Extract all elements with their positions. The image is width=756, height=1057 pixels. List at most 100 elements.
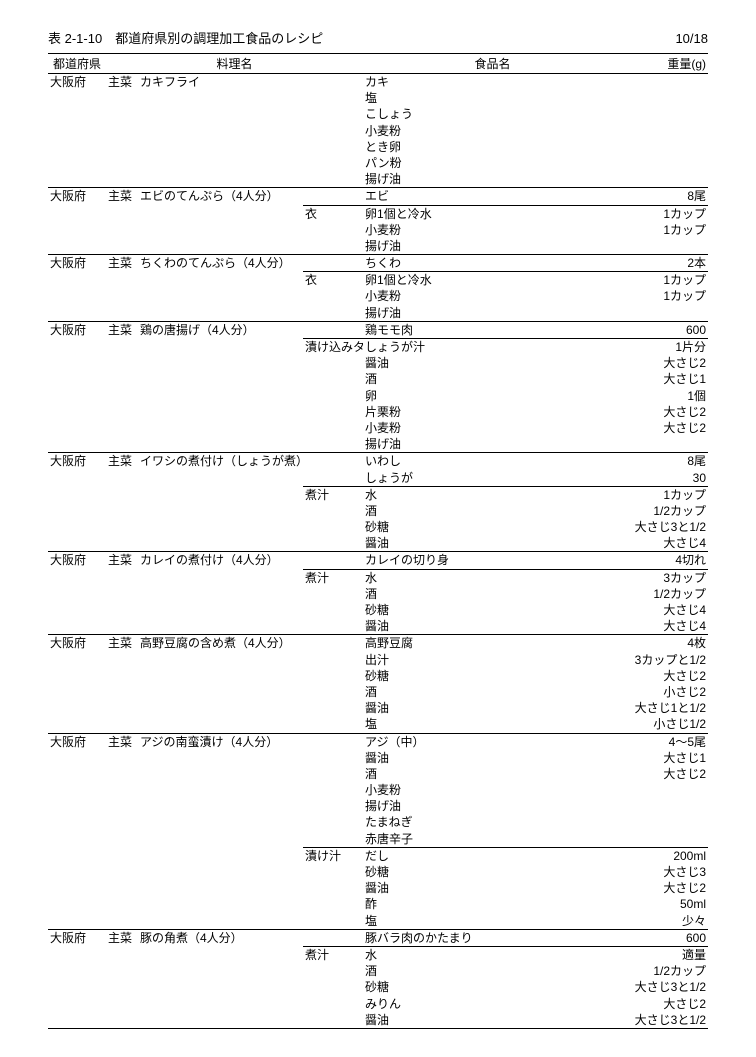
cell-subgroup bbox=[303, 766, 363, 782]
cell-dish bbox=[138, 1012, 303, 1029]
cell-pref bbox=[48, 519, 106, 535]
cell-food: 揚げ油 bbox=[363, 436, 622, 453]
cell-category: 主菜 bbox=[106, 733, 138, 750]
table-row: 醤油大さじ1 bbox=[48, 750, 708, 766]
table-row: 小麦粉1カップ bbox=[48, 222, 708, 238]
cell-weight: 大さじ2 bbox=[622, 996, 708, 1012]
cell-dish bbox=[138, 766, 303, 782]
cell-weight: 大さじ2 bbox=[622, 668, 708, 684]
cell-subgroup: 煮汁 bbox=[303, 486, 363, 503]
table-row: 砂糖大さじ4 bbox=[48, 602, 708, 618]
table-row: 酒小さじ2 bbox=[48, 684, 708, 700]
cell-category bbox=[106, 814, 138, 830]
cell-dish bbox=[138, 171, 303, 188]
cell-subgroup bbox=[303, 436, 363, 453]
cell-food: 醤油 bbox=[363, 1012, 622, 1029]
cell-dish bbox=[138, 569, 303, 586]
cell-subgroup bbox=[303, 123, 363, 139]
cell-food: 醤油 bbox=[363, 355, 622, 371]
cell-food: とき卵 bbox=[363, 139, 622, 155]
table-row: 酢50ml bbox=[48, 896, 708, 912]
cell-pref bbox=[48, 106, 106, 122]
table-row: 揚げ油 bbox=[48, 238, 708, 255]
cell-subgroup bbox=[303, 1012, 363, 1029]
cell-food: 小麦粉 bbox=[363, 420, 622, 436]
cell-food: パン粉 bbox=[363, 155, 622, 171]
cell-category bbox=[106, 684, 138, 700]
table-row: 酒大さじ1 bbox=[48, 371, 708, 387]
cell-subgroup bbox=[303, 814, 363, 830]
cell-subgroup bbox=[303, 288, 363, 304]
cell-weight: 3カップと1/2 bbox=[622, 652, 708, 668]
cell-food: 揚げ油 bbox=[363, 305, 622, 322]
cell-subgroup bbox=[303, 700, 363, 716]
cell-subgroup bbox=[303, 996, 363, 1012]
cell-subgroup bbox=[303, 355, 363, 371]
cell-pref bbox=[48, 766, 106, 782]
cell-weight: 1カップ bbox=[622, 272, 708, 289]
cell-category bbox=[106, 569, 138, 586]
cell-food: 出汁 bbox=[363, 652, 622, 668]
col-header-pref: 都道府県 bbox=[48, 54, 106, 74]
cell-pref bbox=[48, 996, 106, 1012]
cell-pref bbox=[48, 436, 106, 453]
table-row: 醤油大さじ1と1/2 bbox=[48, 700, 708, 716]
cell-food: アジ（中） bbox=[363, 733, 622, 750]
cell-pref bbox=[48, 139, 106, 155]
cell-category bbox=[106, 90, 138, 106]
cell-dish bbox=[138, 371, 303, 387]
cell-pref: 大阪府 bbox=[48, 733, 106, 750]
cell-weight: 大さじ2 bbox=[622, 766, 708, 782]
cell-subgroup bbox=[303, 831, 363, 848]
cell-pref bbox=[48, 155, 106, 171]
cell-weight: 1カップ bbox=[622, 205, 708, 222]
cell-subgroup bbox=[303, 929, 363, 946]
cell-pref bbox=[48, 272, 106, 289]
cell-dish bbox=[138, 864, 303, 880]
cell-dish bbox=[138, 880, 303, 896]
cell-weight: 1カップ bbox=[622, 288, 708, 304]
cell-weight: 大さじ2 bbox=[622, 355, 708, 371]
cell-food: 揚げ油 bbox=[363, 238, 622, 255]
cell-pref bbox=[48, 913, 106, 930]
cell-food: 砂糖 bbox=[363, 602, 622, 618]
cell-category bbox=[106, 1012, 138, 1029]
cell-dish bbox=[138, 238, 303, 255]
cell-food: 揚げ油 bbox=[363, 171, 622, 188]
cell-dish bbox=[138, 535, 303, 552]
cell-dish bbox=[138, 420, 303, 436]
cell-food: 小麦粉 bbox=[363, 123, 622, 139]
cell-dish bbox=[138, 618, 303, 635]
cell-subgroup bbox=[303, 913, 363, 930]
cell-subgroup bbox=[303, 684, 363, 700]
cell-dish bbox=[138, 139, 303, 155]
table-row: たまねぎ bbox=[48, 814, 708, 830]
cell-food: しょうが bbox=[363, 470, 622, 487]
cell-food: しょうが汁 bbox=[363, 339, 622, 356]
cell-weight: 大さじ1 bbox=[622, 371, 708, 387]
cell-subgroup bbox=[303, 602, 363, 618]
cell-weight: 大さじ2 bbox=[622, 420, 708, 436]
table-row: 煮汁水3カップ bbox=[48, 569, 708, 586]
cell-food: エビ bbox=[363, 188, 622, 205]
cell-pref bbox=[48, 339, 106, 356]
table-row: 卵1個 bbox=[48, 388, 708, 404]
cell-subgroup bbox=[303, 321, 363, 338]
cell-category bbox=[106, 420, 138, 436]
col-header-dish: 料理名 bbox=[106, 54, 363, 74]
cell-weight bbox=[622, 238, 708, 255]
table-row: 醤油大さじ4 bbox=[48, 535, 708, 552]
cell-dish bbox=[138, 996, 303, 1012]
cell-food: 砂糖 bbox=[363, 979, 622, 995]
cell-category bbox=[106, 766, 138, 782]
cell-food: 小麦粉 bbox=[363, 782, 622, 798]
cell-weight: 大さじ4 bbox=[622, 602, 708, 618]
cell-pref bbox=[48, 535, 106, 552]
cell-dish bbox=[138, 305, 303, 322]
cell-category bbox=[106, 896, 138, 912]
table-row: 酒1/2カップ bbox=[48, 503, 708, 519]
cell-dish bbox=[138, 668, 303, 684]
cell-category bbox=[106, 486, 138, 503]
table-row: とき卵 bbox=[48, 139, 708, 155]
table-row: 漬け汁だし200ml bbox=[48, 847, 708, 864]
